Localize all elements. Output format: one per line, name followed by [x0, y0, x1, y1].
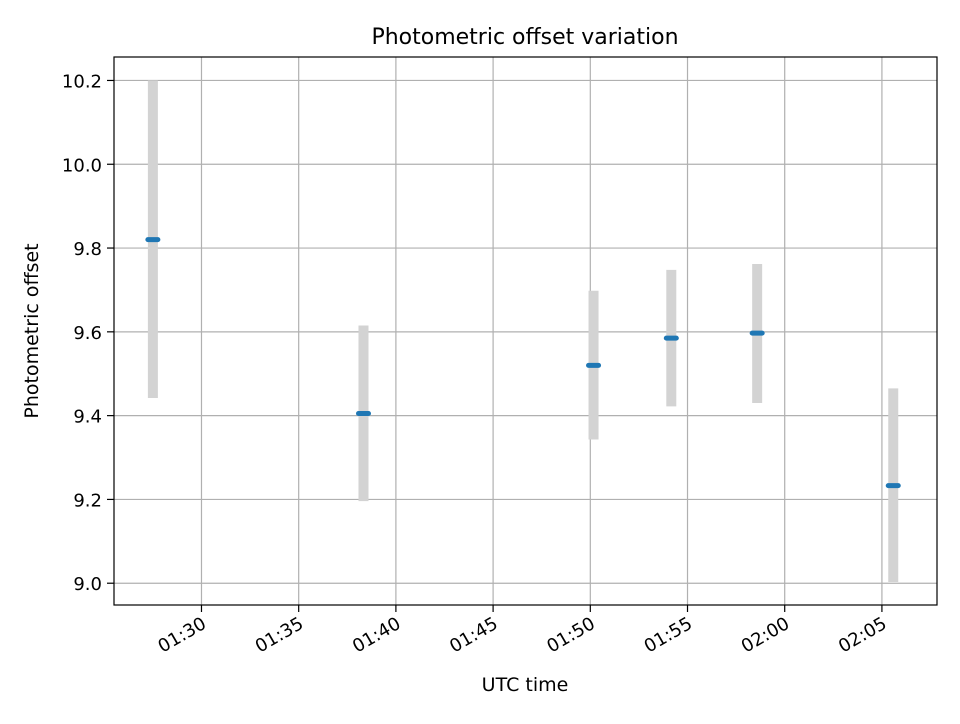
chart-title: Photometric offset variation — [371, 25, 678, 50]
y-tick-label: 9.4 — [73, 407, 102, 428]
plot-frame — [113, 56, 938, 606]
y-tick-label: 9.2 — [73, 490, 102, 511]
y-tick-label: 9.8 — [73, 239, 102, 260]
y-tick-label: 10.0 — [62, 155, 102, 176]
data-points — [145, 237, 901, 489]
y-tick-label: 9.6 — [73, 323, 102, 344]
y-tick-label: 10.2 — [62, 71, 102, 92]
y-axis-label: Photometric offset — [21, 243, 43, 418]
x-axis-label: UTC time — [482, 674, 569, 696]
grid-lines — [114, 57, 937, 605]
y-tick-label: 9.0 — [73, 574, 102, 595]
